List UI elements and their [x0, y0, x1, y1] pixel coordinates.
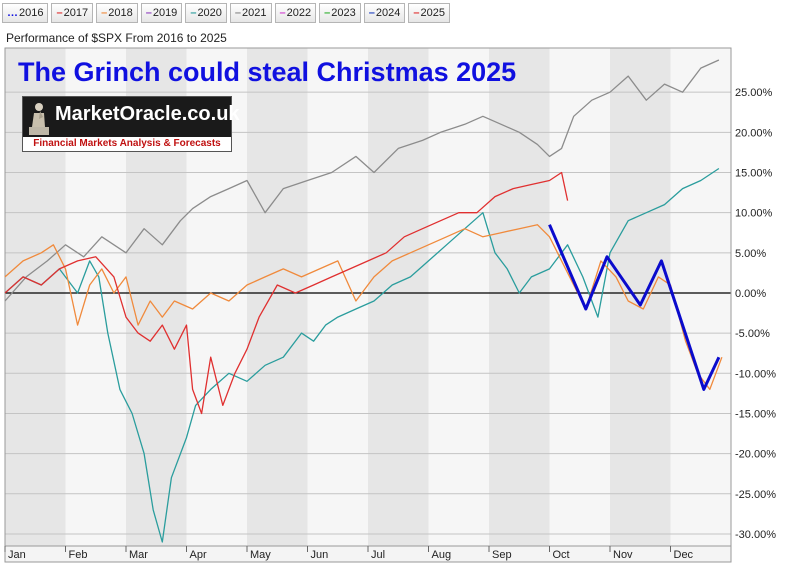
market-oracle-logo: MarketOracle.co.uk Financial Markets Ana… [22, 96, 240, 152]
legend-swatch-icon: – [145, 7, 152, 19]
legend-swatch-icon: – [56, 7, 62, 19]
legend-swatch-icon: – [190, 7, 196, 19]
x-tick-label: Jun [311, 549, 329, 561]
y-tick-label: -30.00% [735, 529, 776, 541]
y-tick-label: -25.00% [735, 489, 776, 501]
month-band [610, 48, 671, 546]
legend-label: 2016 [19, 7, 44, 19]
legend-item-2017[interactable]: –2017 [51, 3, 94, 23]
x-tick-label: Apr [190, 549, 207, 561]
series-legend: … 2016–2017–2018–2019–2020–2021–2022–2023… [2, 3, 450, 25]
y-tick-label: 0.00% [735, 288, 766, 300]
y-tick-label: 20.00% [735, 127, 773, 139]
x-tick-label: Dec [674, 549, 694, 561]
legend-label: 2022 [286, 7, 312, 19]
legend-swatch-icon: – [413, 7, 419, 19]
legend-label: 2021 [242, 7, 267, 19]
month-band [307, 48, 368, 546]
series-line-2025 [4, 171, 569, 415]
legend-swatch-icon: – [368, 7, 375, 19]
headline-banner: The Grinch could steal Christmas 2025 [18, 57, 517, 87]
x-tick-label: Oct [553, 549, 570, 561]
x-tick-label: Aug [432, 549, 452, 561]
legend-swatch-icon: – [279, 7, 286, 19]
legend-label: 2023 [331, 7, 356, 19]
legend-label: 2018 [108, 7, 133, 19]
series-line-2018 [4, 224, 723, 391]
legend-swatch-icon: … [7, 7, 18, 19]
thinker-statue-icon [29, 103, 49, 135]
y-tick-label: -10.00% [735, 368, 776, 380]
legend-swatch-icon: – [234, 7, 241, 19]
legend-item-2021[interactable]: –2021 [229, 3, 272, 23]
x-tick-label: May [250, 549, 271, 561]
legend-item-2024[interactable]: –2024 [363, 3, 406, 23]
legend-swatch-icon: – [101, 7, 107, 19]
y-tick-label: -15.00% [735, 408, 776, 420]
legend-label: 2024 [375, 7, 401, 19]
logo-tagline: Financial Markets Analysis & Forecasts [23, 137, 231, 151]
month-band [428, 48, 489, 546]
legend-item-2020[interactable]: –2020 [185, 3, 227, 23]
x-tick-label: Feb [69, 549, 88, 561]
month-band [489, 48, 550, 546]
y-tick-label: 10.00% [735, 208, 773, 220]
legend-swatch-icon: – [324, 7, 330, 19]
month-band [670, 48, 731, 546]
legend-item-2025[interactable]: –2025 [408, 3, 450, 23]
y-tick-label: 5.00% [735, 248, 766, 260]
y-tick-label: -5.00% [735, 328, 770, 340]
x-tick-label: Jul [371, 549, 385, 561]
y-tick-label: 15.00% [735, 168, 773, 180]
x-tick-label: Mar [129, 549, 148, 561]
legend-label: 2017 [63, 7, 89, 19]
legend-item-2016[interactable]: … 2016 [2, 3, 49, 23]
month-band [368, 48, 429, 546]
y-tick-label: -20.00% [735, 449, 776, 461]
legend-item-2018[interactable]: –2018 [96, 3, 138, 23]
y-tick-label: 25.00% [735, 87, 773, 99]
legend-item-2022[interactable]: –2022 [274, 3, 317, 23]
x-tick-label: Sep [492, 549, 512, 561]
legend-label: 2020 [197, 7, 222, 19]
legend-item-2019[interactable]: –2019 [140, 3, 183, 23]
series-line-trend [548, 224, 721, 391]
logo-name: MarketOracle.co.uk [55, 103, 240, 125]
legend-item-2023[interactable]: –2023 [319, 3, 361, 23]
chart-subtitle: Performance of $SPX From 2016 to 2025 [6, 31, 227, 45]
series-line-2020 [4, 167, 720, 543]
x-tick-label: Nov [613, 549, 633, 561]
legend-label: 2025 [420, 7, 445, 19]
x-tick-label: Jan [8, 549, 26, 561]
month-band [247, 48, 308, 546]
legend-label: 2019 [152, 7, 178, 19]
series-line-2021 [4, 59, 720, 302]
